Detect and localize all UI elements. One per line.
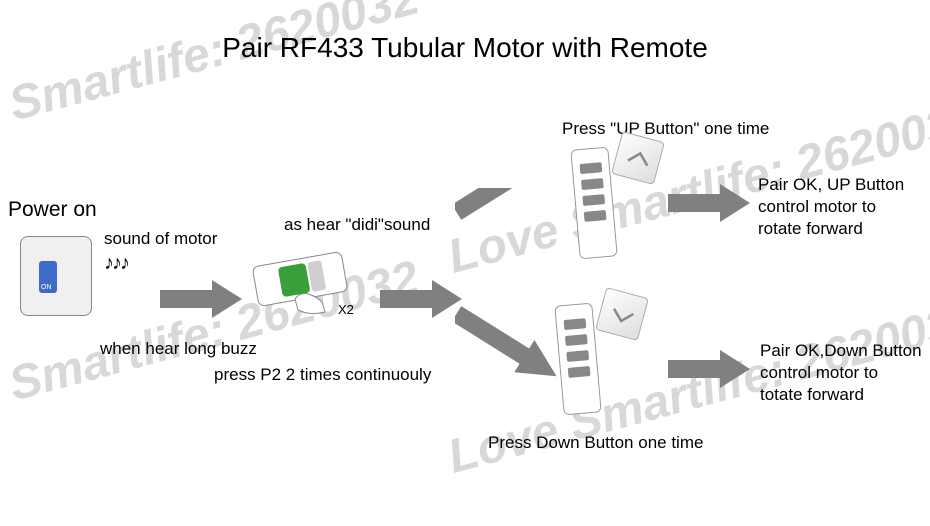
- watermark: Love Smartlife: 2620032: [0, 0, 425, 165]
- p2-button-device-icon: X2: [250, 244, 370, 324]
- label-x2: X2: [338, 302, 354, 319]
- arrow-icon: [668, 350, 750, 388]
- label-press-down: Press Down Button one time: [488, 432, 703, 454]
- label-press-up: Press "UP Button" one time: [562, 118, 769, 140]
- label-pair-ok-down: Pair OK,Down Button control motor to tot…: [760, 340, 925, 406]
- remote-up-icon: [575, 148, 615, 268]
- label-power-on: Power on: [8, 196, 97, 223]
- music-notes-icon: ♪♪♪: [104, 252, 128, 275]
- arrow-icon: [380, 280, 462, 318]
- label-press-p2: press P2 2 times continuouly: [214, 364, 431, 386]
- label-pair-ok-up: Pair OK, UP Button control motor to rota…: [758, 174, 923, 240]
- arrow-icon: [668, 184, 750, 222]
- arrow-icon: [455, 188, 585, 288]
- breaker-icon: [20, 236, 96, 320]
- label-long-buzz: when hear long buzz: [100, 338, 257, 360]
- label-didi-sound: as hear "didi"sound: [284, 214, 430, 236]
- label-sound-of-motor: sound of motor: [104, 228, 217, 250]
- remote-pad-icon: [595, 287, 649, 341]
- arrow-icon: [160, 280, 242, 318]
- remote-down-icon: [559, 304, 599, 424]
- diagram-title: Pair RF433 Tubular Motor with Remote: [0, 32, 930, 64]
